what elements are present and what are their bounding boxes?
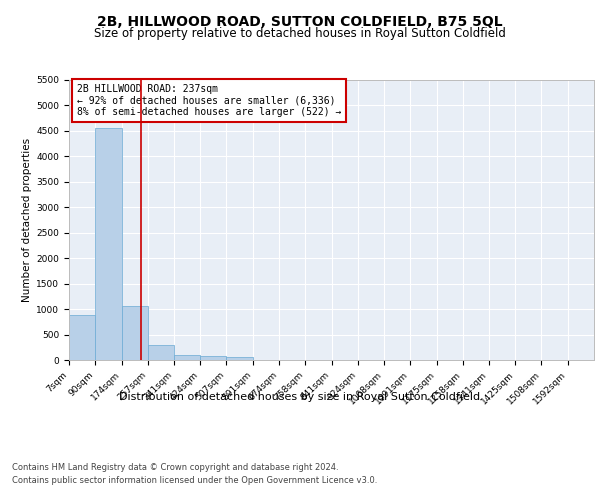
- Text: Contains HM Land Registry data © Crown copyright and database right 2024.: Contains HM Land Registry data © Crown c…: [12, 462, 338, 471]
- Text: Contains public sector information licensed under the Open Government Licence v3: Contains public sector information licen…: [12, 476, 377, 485]
- Text: 2B, HILLWOOD ROAD, SUTTON COLDFIELD, B75 5QL: 2B, HILLWOOD ROAD, SUTTON COLDFIELD, B75…: [97, 15, 503, 29]
- Text: Size of property relative to detached houses in Royal Sutton Coldfield: Size of property relative to detached ho…: [94, 28, 506, 40]
- Bar: [174, 355, 200, 360]
- Bar: [69, 315, 95, 360]
- Bar: [122, 306, 148, 360]
- Bar: [148, 345, 174, 360]
- Y-axis label: Number of detached properties: Number of detached properties: [22, 138, 32, 302]
- Bar: [226, 358, 253, 360]
- Bar: [95, 128, 122, 360]
- Bar: [200, 356, 226, 360]
- Text: 2B HILLWOOD ROAD: 237sqm
← 92% of detached houses are smaller (6,336)
8% of semi: 2B HILLWOOD ROAD: 237sqm ← 92% of detach…: [77, 84, 341, 117]
- Text: Distribution of detached houses by size in Royal Sutton Coldfield: Distribution of detached houses by size …: [119, 392, 481, 402]
